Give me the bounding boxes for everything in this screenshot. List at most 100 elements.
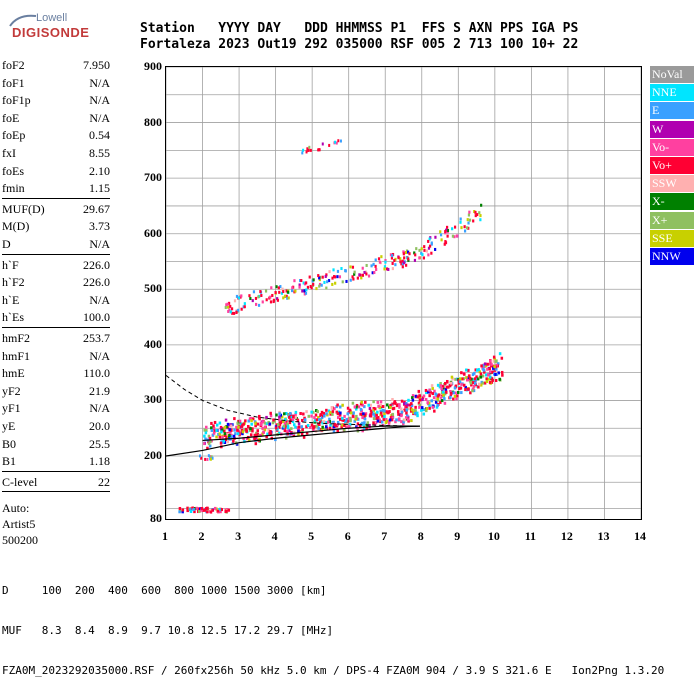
echo-mark [456,394,459,398]
echo-mark [352,411,355,415]
echo-mark [452,391,455,395]
echo-mark [378,418,381,422]
echo-mark [336,275,339,279]
echo-mark [411,396,414,400]
legend-item-nne: NNE [650,84,694,102]
echo-mark [398,403,401,407]
echo-mark [312,278,315,282]
echo-mark [285,294,288,298]
echo-mark [253,433,257,437]
echo-mark [383,412,386,416]
legend-item-e: E [650,102,694,120]
echo-mark [376,400,380,404]
echo-mark [402,250,405,254]
echo-mark [224,418,228,422]
echo-mark [462,383,466,387]
echo-mark [442,393,445,397]
echo-mark [410,404,414,408]
echo-mark [413,258,417,262]
echo-mark [332,268,335,272]
echo-mark [275,285,278,289]
echo-mark [373,407,377,411]
echo-mark [446,228,450,232]
echo-mark [421,253,424,257]
echo-mark [422,412,426,416]
param-separator [2,253,110,255]
echo-mark [279,285,282,289]
param-label: foF2 [2,58,25,72]
echo-mark [211,456,214,460]
echo-mark [391,415,395,419]
echo-mark [305,288,308,292]
echo-mark [441,385,444,389]
param-label: M(D) [2,219,30,234]
echo-mark [379,420,382,424]
echo-mark [246,425,250,429]
echo-mark [418,394,422,398]
echo-mark [218,508,221,512]
echo-mark [239,422,243,426]
param-value: 29.67 [83,201,110,216]
echo-mark [363,270,366,274]
echo-mark [217,432,220,436]
echo-mark [445,385,449,389]
echo-mark [329,423,332,427]
echo-mark [227,301,231,305]
param-separator [2,491,110,493]
echo-mark [315,409,318,413]
footer-file-info: FZA0M_2023292035000.RSF / 260fx256h 50 k… [2,664,665,677]
echo-mark [337,139,340,143]
echo-mark [420,406,424,410]
echo-mark [497,371,500,375]
echo-mark [213,506,217,510]
echo-mark [209,455,212,459]
echo-mark [387,267,390,271]
echo-mark [242,422,245,426]
echo-mark [278,418,281,422]
param-label: fxI [2,146,16,160]
echo-mark [331,276,334,280]
echo-mark [326,280,329,284]
echo-mark [245,429,248,433]
echo-mark [287,413,291,417]
echo-mark [305,150,308,154]
param-label: foEp [2,128,26,143]
echo-mark [428,237,431,241]
echo-mark [494,360,497,364]
echo-mark [359,402,363,406]
param-value: 25.5 [89,436,110,451]
echo-mark [339,139,342,143]
echo-mark [269,300,273,304]
echo-mark [207,434,211,438]
echo-mark [254,302,258,306]
echo-mark [233,428,236,432]
param-label: yE [2,419,16,433]
echo-mark [475,375,478,379]
echo-mark [446,380,449,384]
echo-mark [318,282,322,286]
echo-mark [353,405,357,409]
echo-mark [325,408,328,412]
echo-mark [405,263,408,267]
echo-mark [294,412,297,416]
echo-mark [247,438,251,442]
echo-mark [315,287,318,291]
echo-mark [407,250,410,254]
echo-mark [241,432,244,436]
y-tick-label: 900 [144,59,162,73]
echo-mark [227,309,230,313]
echo-mark [299,279,302,283]
echo-mark [312,426,315,430]
echo-mark [283,429,287,433]
echo-mark [486,362,489,366]
echo-mark [318,278,321,282]
echo-mark [341,423,344,427]
echo-mark [329,412,332,416]
echo-mark [319,413,323,417]
param-label: hmE [2,366,25,381]
echo-mark [471,387,475,391]
echo-mark [209,440,212,444]
echo-mark [377,257,381,261]
echo-mark [380,420,384,424]
echo-mark [364,400,367,404]
